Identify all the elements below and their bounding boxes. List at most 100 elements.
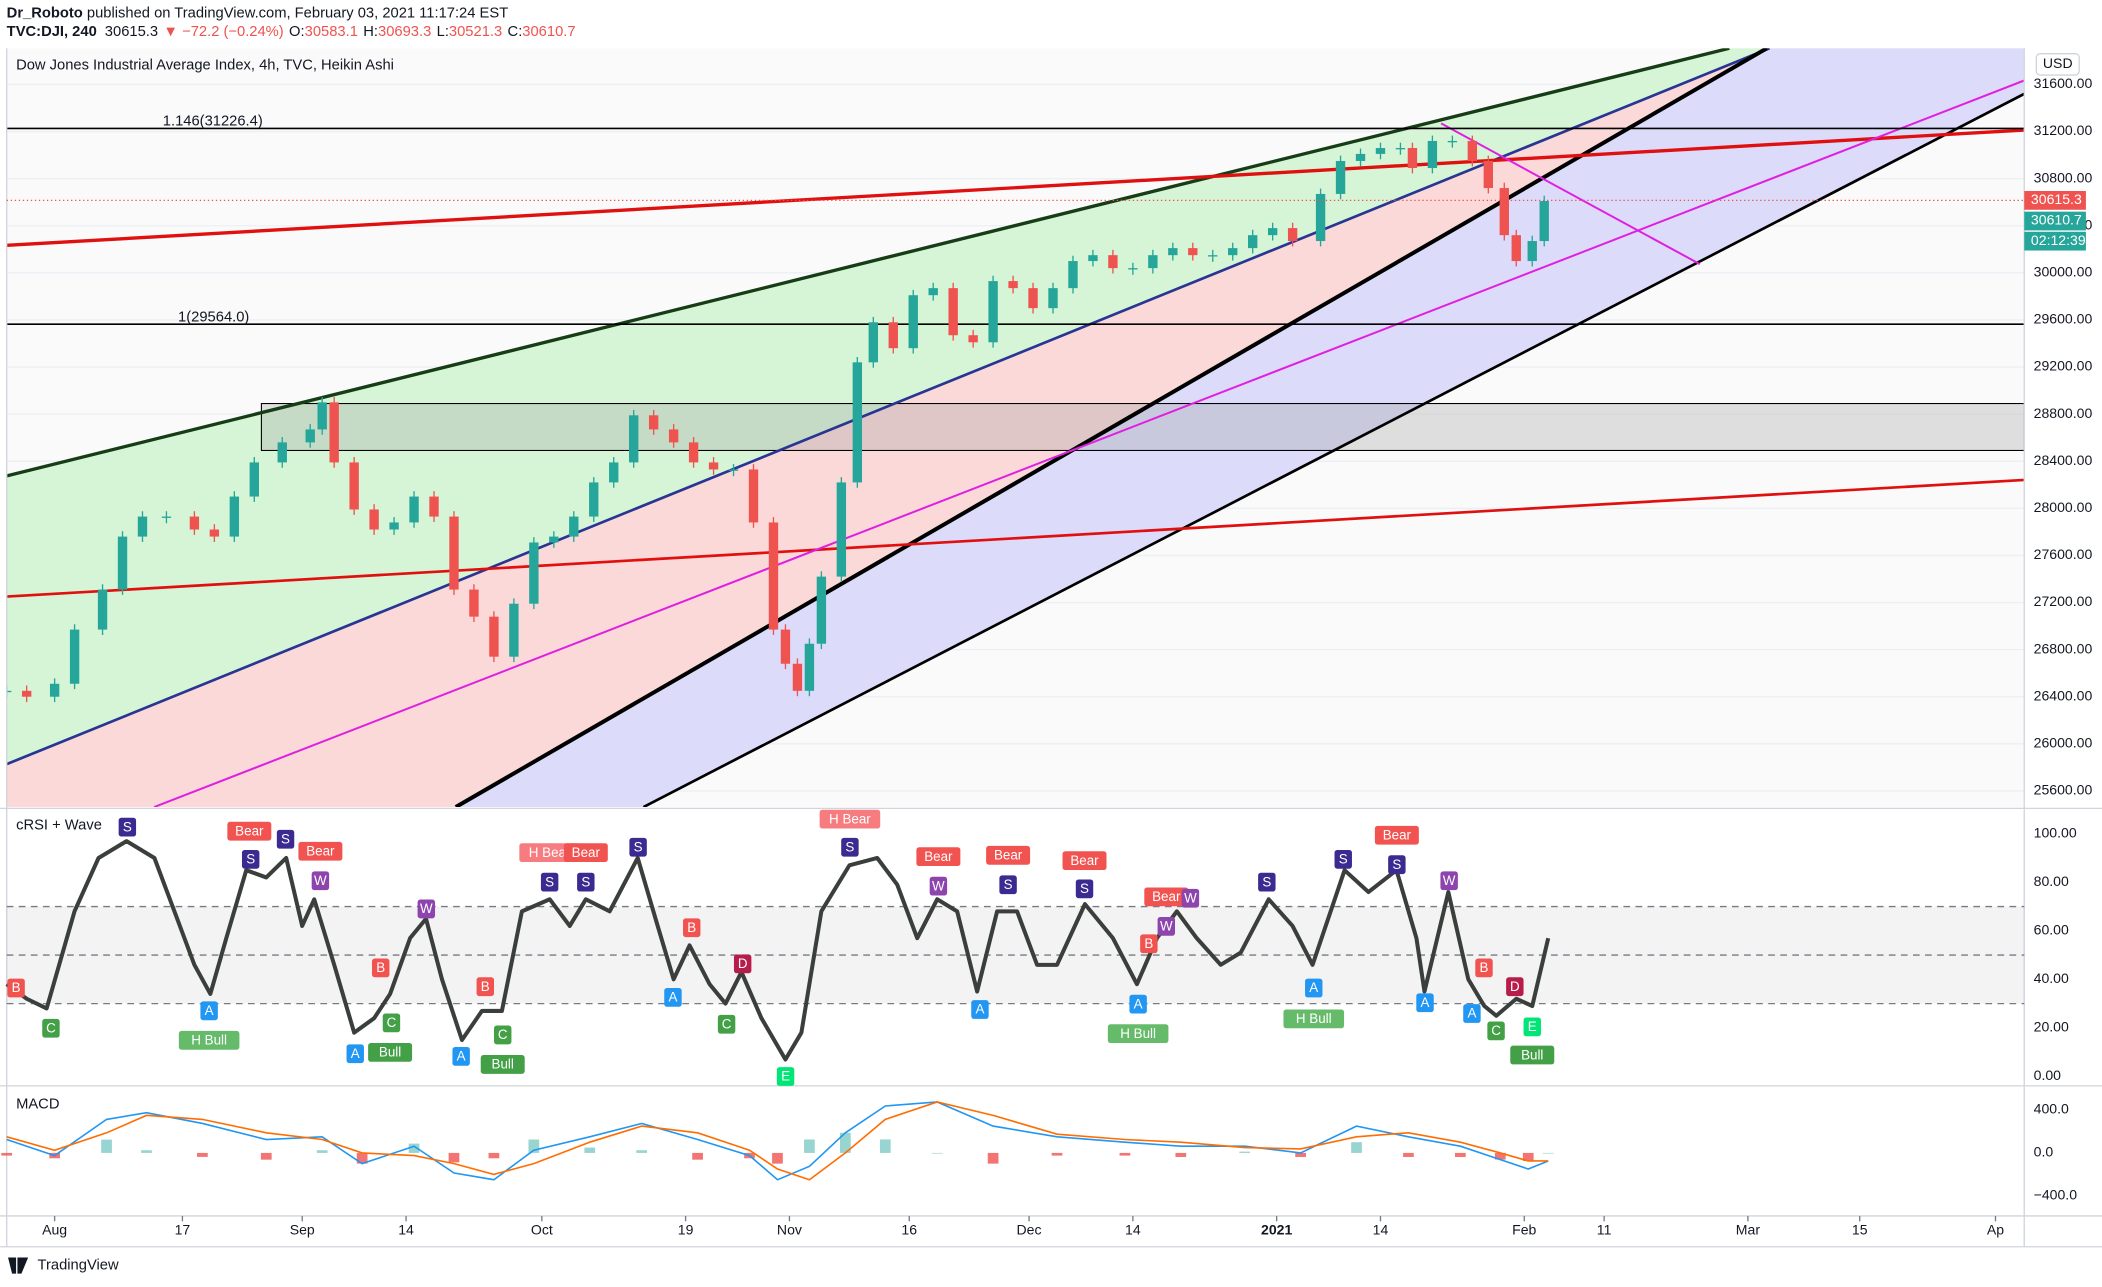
signal-label: S [1339, 852, 1348, 867]
histogram-bar [1542, 1152, 1554, 1154]
histogram-bar [316, 1150, 328, 1153]
y-tick-label: 26800.00 [2034, 640, 2093, 656]
histogram-bar [636, 1150, 648, 1153]
ohlc-value: 30583.1 [305, 24, 358, 40]
histogram-bar [101, 1139, 112, 1153]
y-tick-label: 26400.00 [2034, 687, 2093, 703]
signal-box [1374, 825, 1419, 845]
logo [8, 1257, 29, 1274]
drawings [6, 48, 2025, 808]
y-tick-label: 28000.00 [2034, 499, 2093, 515]
signal-label: B [1480, 960, 1489, 975]
signal-label: E [781, 1069, 790, 1084]
ohlc-key: H: [363, 24, 378, 40]
signal-label: B [481, 979, 490, 994]
signal-box [311, 871, 330, 891]
y-tick-label: 0.0 [2034, 1144, 2054, 1160]
signal-label: A [1421, 995, 1430, 1010]
signal-box [1075, 879, 1094, 899]
signal-label: B [687, 920, 696, 935]
x-tick-label: Feb [1512, 1221, 1536, 1237]
x-tick-label: Mar [1736, 1221, 1761, 1237]
candle [1168, 248, 1178, 256]
channel-fill-blue [455, 48, 2025, 808]
signal-label: C [722, 1016, 732, 1031]
y-tick-label: 40.00 [2034, 970, 2069, 986]
candle [389, 522, 399, 530]
signal-box [916, 847, 961, 867]
x-tick-label: Aug [42, 1221, 67, 1237]
signal-label: H Bull [1296, 1011, 1332, 1026]
candle [1427, 140, 1438, 169]
histogram-bar [772, 1152, 783, 1164]
trendline [153, 79, 2025, 808]
histogram-bar [197, 1152, 208, 1157]
signal-box [476, 977, 494, 997]
signal-label: E [1528, 1019, 1537, 1034]
signal-label: C [1491, 1023, 1501, 1038]
signal-label: Bull [379, 1045, 401, 1060]
candle [1407, 148, 1418, 169]
candle [1088, 255, 1098, 262]
candle [1447, 140, 1458, 143]
signal-box [1062, 851, 1107, 871]
signal-label: B [1144, 936, 1153, 951]
signal-label: S [581, 874, 590, 889]
signal-label: C [387, 1015, 397, 1030]
candle [1248, 235, 1258, 249]
signal-box [368, 1042, 413, 1062]
price-label-box [2024, 211, 2086, 231]
signal-label: W [932, 878, 945, 893]
candle [1048, 288, 1058, 309]
candle [305, 429, 315, 443]
y-tick-label: 80.00 [2034, 873, 2069, 889]
signal-box [1463, 1004, 1481, 1023]
signal-label: W [1184, 890, 1197, 905]
signal-box [664, 988, 682, 1007]
candle [469, 589, 479, 617]
signal-label: Bear [306, 844, 335, 859]
signal-box [227, 821, 272, 841]
signal-box [733, 954, 752, 974]
candle [277, 442, 287, 463]
candle [1287, 228, 1298, 242]
signal-label: Bull [492, 1057, 514, 1072]
candle [1483, 160, 1494, 189]
signal-box [776, 1067, 795, 1086]
macd-line [6, 1101, 1549, 1181]
signal-label: A [975, 1002, 984, 1017]
signal-box [241, 849, 260, 869]
candle [1108, 255, 1118, 269]
signal-label: S [281, 831, 290, 846]
signal-label: A [1467, 1006, 1476, 1021]
candle [97, 589, 108, 630]
signal-box [1388, 855, 1406, 875]
candle [868, 322, 878, 363]
header-bg [0, 0, 2102, 49]
signal-box [298, 841, 343, 861]
signal-label: S [634, 839, 643, 854]
ohlc-value: 30521.3 [449, 24, 502, 40]
fib-label: 1.146(31226.4) [163, 114, 263, 130]
candle [6, 690, 12, 693]
signal-label: Bear [235, 823, 264, 838]
candle [569, 516, 579, 537]
y-tick-label: 28800.00 [2034, 405, 2093, 421]
y-tick-label: 26000.00 [2034, 735, 2093, 751]
x-tick-label: 16 [901, 1221, 917, 1237]
candle [117, 536, 128, 590]
candle [1068, 261, 1078, 289]
indicator-title: cRSI + Wave [16, 818, 102, 834]
candle [229, 496, 240, 537]
histogram-bar [804, 1139, 815, 1153]
signal-box [480, 1055, 525, 1074]
signal-box [1181, 888, 1200, 908]
histogram-bar [1454, 1152, 1466, 1157]
candle [137, 516, 148, 537]
candle [589, 482, 599, 517]
histogram-bar [1, 1152, 13, 1156]
candle [529, 542, 539, 604]
histogram-bar [931, 1152, 943, 1154]
candle [748, 469, 759, 523]
x-tick-label: Oct [531, 1221, 553, 1237]
